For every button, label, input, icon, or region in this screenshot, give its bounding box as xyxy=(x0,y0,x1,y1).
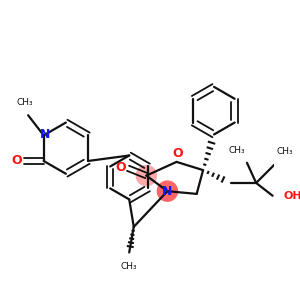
Text: CH₃: CH₃ xyxy=(276,147,293,156)
Text: CH₃: CH₃ xyxy=(229,146,245,154)
Text: O: O xyxy=(172,147,183,160)
Text: CH₃: CH₃ xyxy=(16,98,33,107)
Text: N: N xyxy=(162,185,172,198)
Text: O: O xyxy=(11,154,22,167)
Text: OH: OH xyxy=(284,191,300,201)
Text: N: N xyxy=(39,128,50,141)
Text: CH₃: CH₃ xyxy=(121,262,137,271)
Circle shape xyxy=(136,166,156,186)
Circle shape xyxy=(157,181,178,201)
Text: O: O xyxy=(116,161,126,174)
